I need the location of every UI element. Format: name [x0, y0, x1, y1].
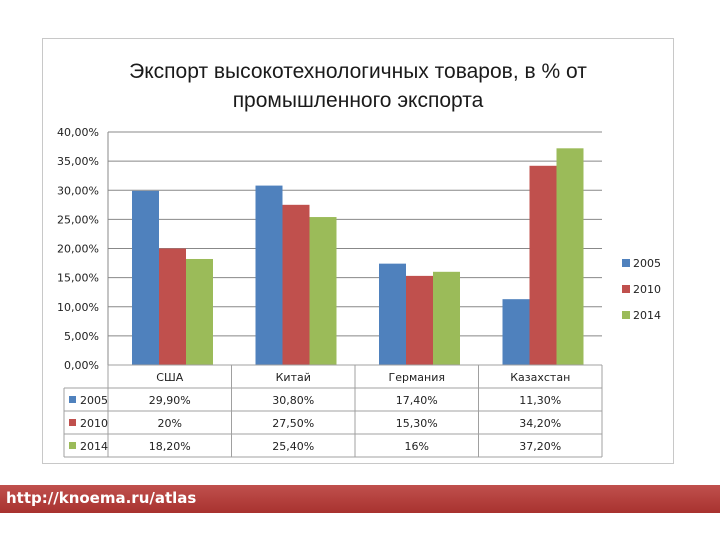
- x-tick-label: США: [156, 371, 183, 384]
- legend-swatch-2005: [622, 259, 630, 267]
- data-label: 18,20%: [149, 440, 191, 453]
- bar-2010-1: [282, 204, 310, 365]
- bar-2014-1: [309, 217, 337, 365]
- data-label: 11,30%: [519, 394, 561, 407]
- data-label: 30,80%: [272, 394, 314, 407]
- legend-swatch-2010: [622, 285, 630, 293]
- bar-2005-1: [255, 185, 283, 365]
- data-label: 17,40%: [396, 394, 438, 407]
- y-tick-label: 15,00%: [57, 272, 99, 285]
- x-tick-label: Германия: [389, 371, 445, 384]
- bar-2010-0: [159, 248, 186, 365]
- data-label: 27,50%: [272, 417, 314, 430]
- y-tick-label: 10,00%: [57, 301, 99, 314]
- data-label: 20%: [158, 417, 182, 430]
- bar-2005-2: [379, 263, 406, 365]
- data-label: 29,90%: [149, 394, 191, 407]
- chart-title-line-1: Экспорт высокотехнологичных товаров, в %…: [129, 60, 587, 83]
- bar-2005-3: [502, 299, 530, 365]
- bar-2014-3: [556, 148, 584, 365]
- bar-2014-0: [186, 258, 213, 365]
- source-url: http://knoema.ru/atlas: [6, 489, 197, 507]
- bar-2005-0: [132, 190, 159, 365]
- legend-swatch-2014: [622, 311, 630, 319]
- table-series-name: 2014: [80, 440, 108, 453]
- data-label: 15,30%: [396, 417, 438, 430]
- y-tick-label: 20,00%: [57, 243, 99, 256]
- table-legend-key-2005: [69, 396, 76, 403]
- data-label: 37,20%: [519, 440, 561, 453]
- data-label: 25,40%: [272, 440, 314, 453]
- legend-label-2014: 2014: [633, 309, 661, 322]
- y-tick-label: 30,00%: [57, 184, 99, 197]
- legend-label-2010: 2010: [633, 283, 661, 296]
- table-series-name: 2010: [80, 417, 108, 430]
- y-tick-label: 35,00%: [57, 155, 99, 168]
- bar-2010-2: [406, 275, 433, 365]
- table-legend-key-2014: [69, 442, 76, 449]
- data-label: 34,20%: [519, 417, 561, 430]
- data-label: 16%: [405, 440, 429, 453]
- x-tick-label: Китай: [276, 371, 311, 384]
- table-legend-key-2010: [69, 419, 76, 426]
- chart-title-line-2: промышленного экспорта: [233, 89, 484, 112]
- y-tick-label: 40,00%: [57, 126, 99, 139]
- x-tick-label: Казахстан: [510, 371, 570, 384]
- bar-2014-2: [433, 271, 460, 365]
- table-series-name: 2005: [80, 394, 108, 407]
- y-tick-label: 25,00%: [57, 213, 99, 226]
- bar-2010-3: [529, 165, 557, 365]
- y-tick-label: 0,00%: [64, 359, 99, 372]
- footer-bar: http://knoema.ru/atlas: [0, 485, 720, 513]
- legend-label-2005: 2005: [633, 257, 661, 270]
- y-tick-label: 5,00%: [64, 330, 99, 343]
